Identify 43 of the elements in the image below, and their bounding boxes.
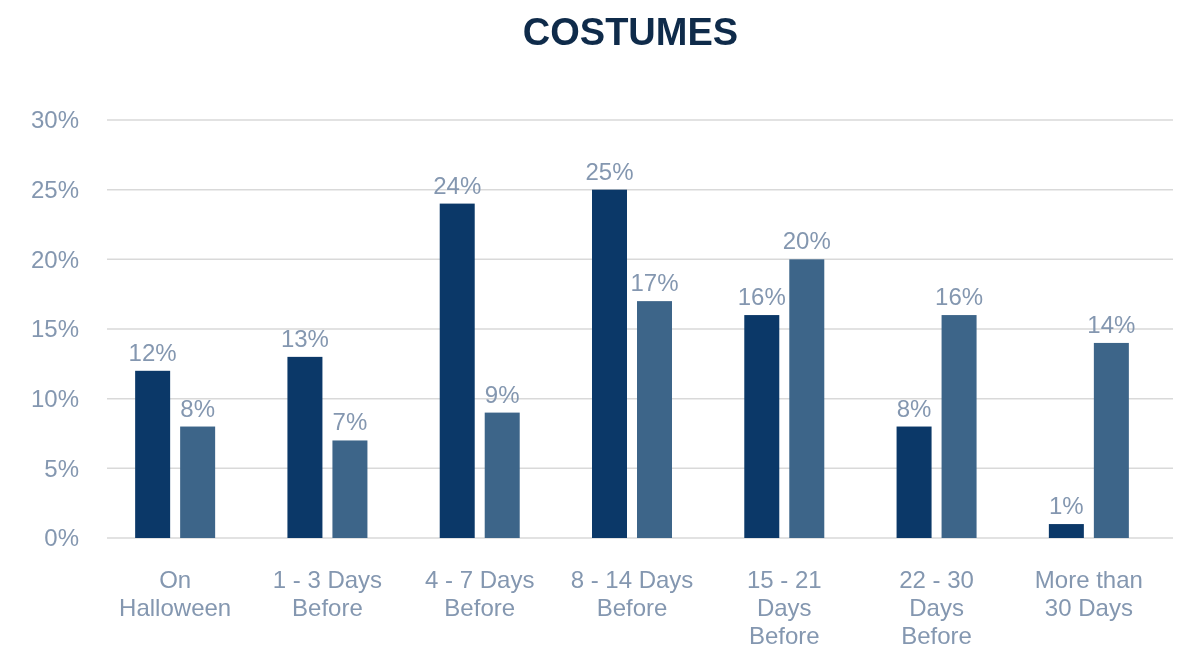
y-tick-label: 25% — [30, 175, 79, 203]
x-tick-label: 1 - 3 Days Before — [272, 566, 383, 621]
data-label: 14% — [1087, 310, 1136, 338]
bar — [180, 426, 216, 538]
y-tick-label: 5% — [44, 454, 79, 482]
bar — [789, 259, 825, 538]
bar — [1048, 524, 1084, 538]
data-label: 1% — [1049, 492, 1084, 520]
y-tick-label: 10% — [30, 384, 79, 412]
bar — [439, 203, 475, 538]
bar — [592, 189, 627, 538]
y-tick-label: 30% — [30, 106, 79, 134]
bar — [287, 356, 323, 538]
chart-title: COSTUMES — [522, 11, 739, 53]
bar — [896, 426, 932, 538]
x-tick-label: On Halloween — [119, 566, 232, 621]
data-label: 17% — [630, 269, 679, 297]
x-tick-label: 4 - 7 Days Before — [425, 566, 535, 621]
data-label: 8% — [180, 394, 215, 422]
bar — [332, 440, 368, 538]
y-tick-label: 0% — [44, 524, 79, 552]
data-label: 20% — [782, 227, 831, 255]
data-label: 13% — [280, 324, 329, 352]
data-label: 16% — [737, 283, 786, 311]
y-tick-label: 20% — [30, 245, 79, 273]
x-tick-label: 15 - 21 Days Before — [746, 566, 822, 649]
data-label: 9% — [484, 380, 520, 408]
data-label: 25% — [585, 157, 634, 185]
data-label: 16% — [935, 283, 984, 311]
bar — [135, 370, 171, 538]
data-label: 7% — [332, 408, 368, 436]
bar — [941, 315, 977, 538]
data-label: 12% — [128, 338, 177, 366]
bar — [744, 315, 780, 538]
x-tick-label: 8 - 14 Days Before — [570, 566, 694, 621]
bar — [1093, 342, 1129, 538]
data-label: 8% — [896, 394, 932, 422]
x-tick-label: 22 - 30 Days Before — [899, 566, 974, 649]
bar — [484, 412, 520, 538]
x-tick-label: More than 30 Days — [1034, 566, 1143, 621]
y-tick-label: 15% — [30, 315, 79, 343]
bar — [637, 301, 672, 538]
data-label: 24% — [433, 171, 482, 199]
